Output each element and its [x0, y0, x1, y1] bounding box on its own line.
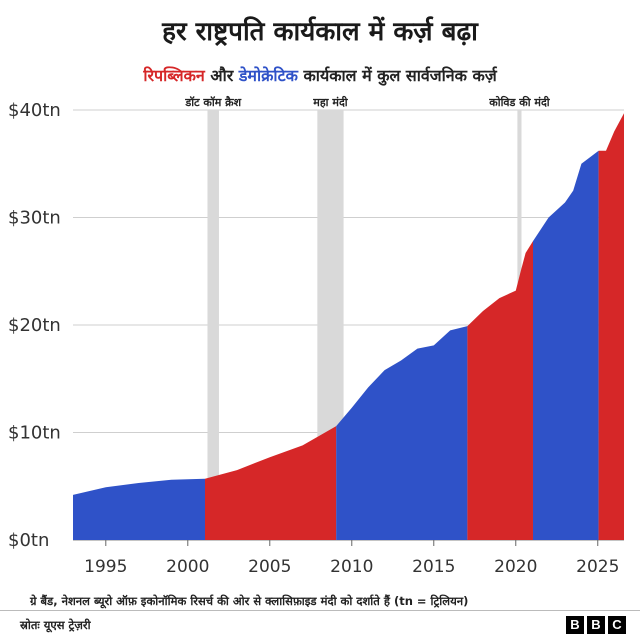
footer-divider — [0, 610, 640, 611]
subtitle-democratic: डेमोक्रेटिक — [238, 66, 298, 85]
y-tick-label: $30tn — [8, 208, 61, 229]
y-axis-ticks: $0tn $10tn $20tn $30tn $40tn — [8, 100, 61, 551]
republican-term-area — [205, 426, 337, 540]
bbc-logo-letter: B — [587, 616, 605, 634]
democratic-term-area — [532, 150, 599, 541]
x-tick-label: 1995 — [84, 557, 127, 577]
x-tick-label: 2015 — [412, 557, 455, 577]
x-tick-label: 2020 — [494, 557, 537, 577]
recession-labels: डॉट कॉम क्रैश महा मंदी कोविड की मंदी — [184, 95, 550, 109]
bbc-logo: B B C — [566, 616, 626, 634]
y-tick-label: $40tn — [8, 100, 61, 121]
source-text: स्रोतः यूएस ट्रेज़री — [20, 618, 91, 632]
chart-title: हर राष्ट्रपति कार्यकाल में कर्ज़ बढ़ा — [162, 17, 478, 47]
subtitle-republican: रिपब्लिकन — [143, 66, 205, 85]
x-tick-label: 2010 — [330, 557, 373, 577]
footnote: ग्रे बैंड, नेशनल ब्यूरो ऑफ़ इकोनॉमिक रिस… — [30, 594, 469, 608]
recession-label: महा मंदी — [312, 95, 349, 109]
bbc-logo-letter: B — [566, 616, 584, 634]
recession-band — [207, 110, 219, 540]
subtitle-and: और — [204, 66, 239, 85]
x-tick-label: 2000 — [166, 557, 209, 577]
x-tick-label: 2005 — [248, 557, 291, 577]
y-tick-label: $10tn — [8, 423, 61, 444]
republican-term-area — [467, 241, 533, 540]
republican-term-area — [598, 113, 624, 540]
x-axis-ticks: 1995 2000 2005 2010 2015 2020 2025 — [84, 540, 619, 577]
chart-subtitle: रिपब्लिकन और डेमोक्रेटिक कार्यकाल में कु… — [0, 64, 640, 86]
debt-areas — [73, 113, 624, 541]
x-tick-label: 2025 — [576, 557, 619, 577]
recession-label: कोविड की मंदी — [488, 95, 551, 109]
democratic-term-area — [336, 326, 468, 540]
subtitle-rest: कार्यकाल में कुल सार्वजनिक कर्ज़ — [297, 66, 497, 85]
recession-label: डॉट कॉम क्रैश — [184, 95, 241, 109]
bbc-logo-letter: C — [608, 616, 626, 634]
y-tick-label: $20tn — [8, 315, 61, 336]
y-tick-label: $0tn — [8, 530, 49, 551]
democratic-term-area — [73, 478, 206, 540]
